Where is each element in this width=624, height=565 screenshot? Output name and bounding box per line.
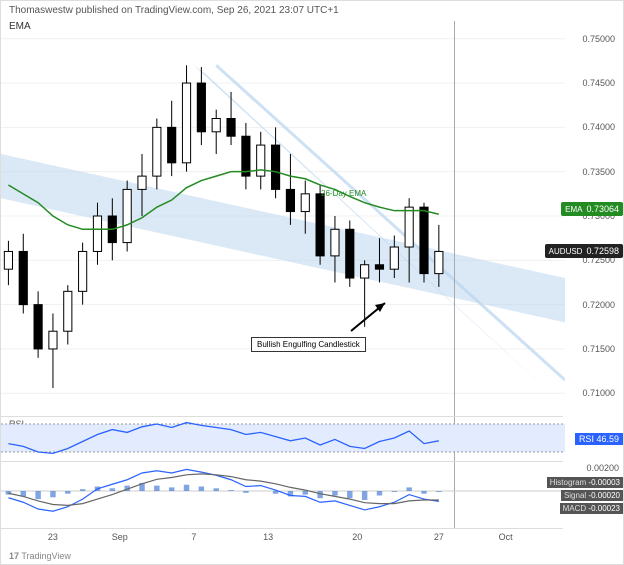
ema-tag-value: 0.73064 [586,204,619,214]
symbol-tag-value: 0.72598 [586,246,619,256]
ema-tag-label: EMA [565,205,582,214]
rsi-value-tag: RSI 46.59 [575,433,623,445]
macd-panel[interactable] [1,461,563,519]
price-chart[interactable]: Bullish Engulfing Candlestick 26-Day EMA [1,21,563,411]
publish-header: Thomaswestw published on TradingView.com… [9,5,339,16]
annotation-bullish-engulfing: Bullish Engulfing Candlestick [251,337,366,352]
time-x-axis: 23Sep7132027Oct [1,528,563,546]
rsi-tag-value: 46.59 [596,434,619,444]
macd-svg [1,462,565,520]
symbol-price-tag: AUDUSD0.72598 [545,244,623,258]
rsi-tag-label: RSI [579,434,594,444]
macd-y-label: 0.00200 [569,463,619,473]
tradingview-logo: 17 TradingView [9,551,71,561]
tradingview-chart[interactable]: Thomaswestw published on TradingView.com… [0,0,624,565]
rsi-panel[interactable]: RSI [1,416,563,458]
ema-price-tag: EMA 0.73064 [561,202,623,216]
symbol-tag-label: AUDUSD [549,247,583,256]
price-svg [1,21,565,411]
ema-line-label: 26-Day EMA [321,189,366,198]
rsi-svg [1,417,565,459]
